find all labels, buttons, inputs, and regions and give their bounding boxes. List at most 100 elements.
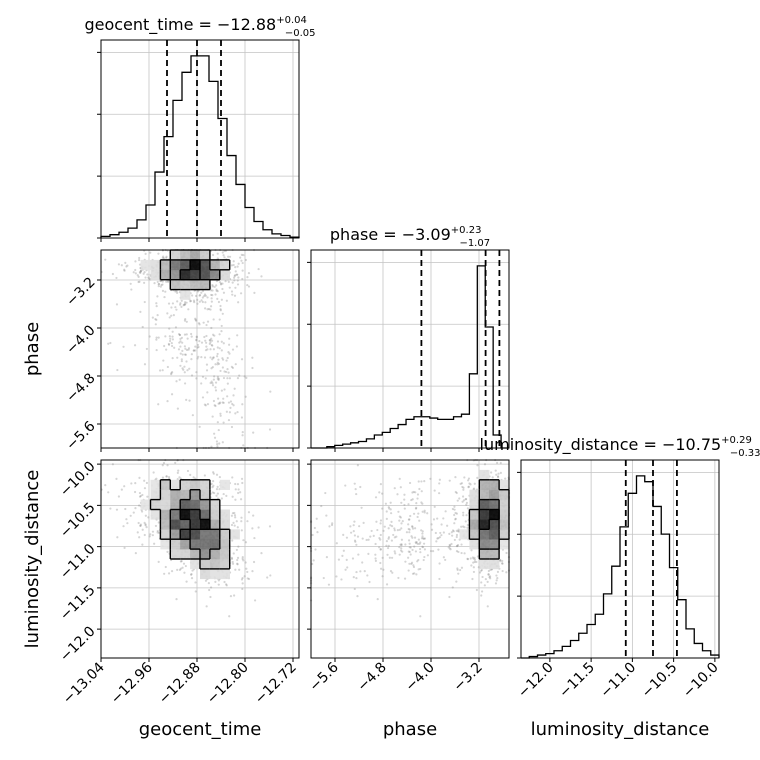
sample-point [234,412,237,415]
sample-point [166,312,169,315]
sample-point [198,294,201,297]
sample-point [157,531,161,535]
sample-point [155,318,158,321]
sample-point [476,464,479,467]
sample-point [176,291,179,294]
sample-point [390,525,394,528]
sample-point [455,491,458,495]
sample-point [356,535,360,538]
sample-point [138,258,141,262]
sample-point [174,290,177,293]
sample-point [144,523,147,526]
sample-point [111,463,114,466]
sample-point [421,535,424,538]
sample-point [212,356,215,359]
sample-point [182,303,186,306]
sample-point [231,281,234,284]
sample-point [231,512,235,515]
sample-point [246,520,249,523]
sample-point [361,537,364,540]
sample-point [399,516,402,519]
sample-point [161,369,164,372]
sample-point [215,284,218,287]
sample-point [228,286,231,289]
sample-point [207,582,210,585]
sample-point [200,355,203,359]
sample-point [183,333,187,336]
sample-point [228,615,231,618]
sample-point [504,477,507,480]
sample-point [139,524,142,527]
sample-point [450,531,453,534]
sample-point [367,552,370,555]
sample-point [160,283,163,287]
sample-point [252,560,256,564]
sample-point [138,271,142,274]
sample-point [132,511,135,514]
sample-point [356,595,359,598]
sample-point [218,475,221,479]
sample-point [194,317,197,320]
sample-point [499,558,502,562]
sample-point [143,533,146,537]
sample-point [208,342,211,345]
sample-point [375,520,378,523]
sample-point [220,298,223,301]
sample-point [223,580,226,584]
sample-point [204,404,207,407]
density-cell [219,519,230,530]
sample-point [157,282,161,286]
density-cell [200,549,211,560]
sample-point [242,444,245,447]
sample-point [185,398,188,401]
sample-point [215,440,219,443]
sample-point [495,574,498,577]
sample-point [188,367,191,370]
sample-point [161,256,164,259]
sample-point [355,492,358,496]
sample-point [423,548,427,551]
sample-point [196,343,200,347]
sample-point [451,534,454,537]
sample-point [205,605,208,608]
sample-point [115,276,118,280]
sample-point [182,562,186,565]
sample-point [495,473,498,476]
sample-point [222,397,225,400]
sample-point [221,251,224,254]
sample-point [431,550,435,553]
density-cell [200,479,211,490]
sample-point [239,498,243,501]
sample-point [241,582,244,585]
sample-point [209,586,213,589]
sample-point [180,358,183,361]
sample-point [157,284,160,288]
sample-point [211,358,214,361]
density-cell [180,250,191,261]
sample-point [194,477,197,480]
sample-point [191,414,194,417]
sample-point [414,527,417,530]
sample-point [230,523,234,527]
y-axis-label-phase: phase [22,322,43,376]
sample-point [415,573,418,576]
sample-point [458,497,461,500]
sample-point [467,485,470,488]
sample-point [211,384,215,387]
sample-point [216,252,219,255]
sample-point [440,523,443,526]
sample-point [363,570,366,573]
density-cell [200,519,211,530]
sample-point [398,515,401,518]
sample-point [241,587,244,591]
sample-point [340,578,343,581]
sample-point [209,308,212,311]
sample-point [231,562,235,565]
sample-point [216,297,219,300]
title-geocent_time: geocent_time = −12.88+0.04 −0.05 [84,15,315,39]
sample-point [393,529,396,532]
density-cell [499,479,510,490]
panel-frame [310,249,510,449]
sample-point [453,513,456,517]
